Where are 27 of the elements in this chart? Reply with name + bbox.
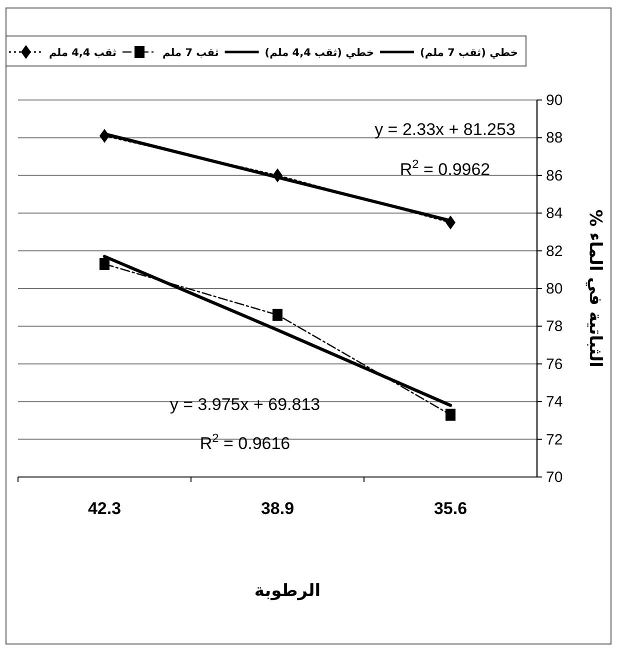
annotation: y = 3.975x + 69.813 (170, 395, 320, 414)
y-tick-label: 70 (546, 469, 563, 486)
annotation: R$^{2}$ = 0.9616 (200, 431, 290, 453)
y-tick-label: 80 (546, 280, 563, 298)
y-tick-label: 84 (546, 205, 563, 222)
point (446, 408, 456, 421)
point (100, 258, 110, 270)
y-tick-label: 78 (546, 318, 563, 336)
y-tick-label: 88 (546, 130, 563, 147)
annotation: R$^{2}$ = 0.9962 (400, 157, 490, 179)
y-tick-label: 90 (546, 92, 563, 109)
y-axis-title: الثباتية في الماء % (585, 210, 605, 368)
y-tick-label: 82 (546, 242, 563, 260)
point (272, 308, 282, 321)
legend-label: خطي (ثقب 7 ملم) (420, 47, 518, 59)
annotation: y = 2.33x + 81.253 (374, 120, 516, 139)
y-tick-label: 76 (546, 356, 563, 373)
legend-label: ثقب 7 ملم (162, 47, 219, 59)
legend-label: خطي (ثقب 4,4 ملم) (264, 47, 374, 59)
x-tick-label: 42.3 (88, 499, 122, 518)
x-tick-label: 35.6 (434, 499, 468, 518)
legend-label: ثقب 4,4 ملم (48, 47, 117, 59)
y-tick-label: 72 (546, 431, 563, 448)
y-tick-label: 74 (546, 394, 563, 411)
y-tick-label: 86 (546, 167, 563, 184)
x-axis-title: الرطوبة (254, 581, 321, 601)
x-tick-label: 38.9 (260, 499, 294, 518)
